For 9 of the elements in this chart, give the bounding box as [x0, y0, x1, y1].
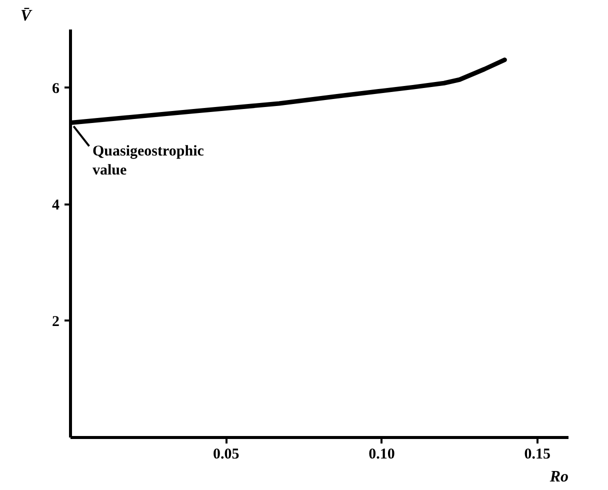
- x-axis-title: Ro: [548, 468, 568, 486]
- y-tick-label: 4: [52, 197, 60, 214]
- y-tick-label: 2: [52, 314, 60, 330]
- x-tick-label: 0.10: [368, 446, 395, 462]
- x-tick-label: 0.05: [213, 446, 240, 462]
- y-axis-title: V̄: [20, 7, 32, 24]
- x-tick-label: 0.15: [524, 446, 550, 462]
- y-tick-label: 6: [52, 80, 60, 97]
- annotation: Quasigeostrophic value: [92, 144, 204, 179]
